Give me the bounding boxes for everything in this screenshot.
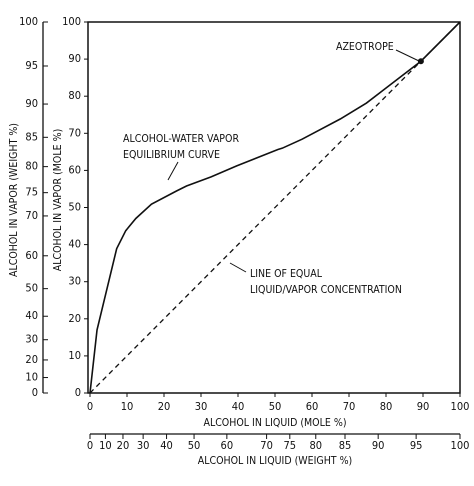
y2-tick-label: 75 (25, 186, 38, 199)
x-tick-label: 80 (380, 400, 393, 413)
y2-tick-label: 30 (25, 333, 38, 346)
y-tick-label: 100 (62, 15, 81, 28)
annotation: AZEOTROPE (336, 41, 394, 53)
x-tick-label: 90 (417, 400, 430, 413)
x-tick-label: 0 (87, 400, 93, 413)
x-tick-label: 100 (451, 400, 470, 413)
x-tick-label: 10 (121, 400, 134, 413)
y2-tick-label: 60 (25, 249, 38, 262)
leader-line (167, 161, 179, 181)
x2-tick-label: 10 (99, 439, 112, 452)
leader-line (229, 262, 247, 273)
y-tick-label: 0 (75, 386, 81, 399)
x2-tick-label: 70 (260, 439, 273, 452)
x2-tick-label: 90 (372, 439, 385, 452)
y-axis-title: ALCOHOL IN VAPOR (MOLE %) (52, 129, 64, 272)
y2-tick-label: 85 (25, 130, 38, 143)
x2-tick-label: 0 (87, 439, 93, 452)
x2-axis-title: ALCOHOL IN LIQUID (WEIGHT %) (198, 455, 353, 467)
x2-tick-label: 100 (451, 439, 470, 452)
curve (89, 21, 461, 394)
y-tick-label: 60 (68, 163, 81, 176)
x2-tick-label: 60 (221, 439, 234, 452)
x2-tick-label: 80 (309, 439, 322, 452)
y2-tick-label: 90 (25, 97, 38, 110)
y2-tick-label: 80 (25, 160, 38, 173)
x2-tick-label: 20 (117, 439, 130, 452)
x-tick-label: 40 (232, 400, 245, 413)
x-tick-label: 30 (195, 400, 208, 413)
x-tick-label: 50 (269, 400, 282, 413)
leader-line (395, 49, 420, 62)
annotation: LINE OF EQUAL (250, 268, 323, 280)
x2-tick-label: 50 (188, 439, 201, 452)
y2-tick-label: 10 (25, 371, 38, 384)
y2-tick-label: 20 (25, 353, 38, 366)
annotation: ALCOHOL-WATER VAPOR (123, 133, 239, 145)
y-tick-label: 80 (68, 89, 81, 102)
y2-tick-label: 40 (25, 309, 38, 322)
x2-tick-label: 40 (160, 439, 173, 452)
x2-tick-label: 30 (137, 439, 150, 452)
annotation: LIQUID/VAPOR CONCENTRATION (250, 284, 402, 296)
x-tick-label: 20 (158, 400, 171, 413)
dashed-line (89, 21, 461, 394)
y2-tick-label: 95 (25, 59, 38, 72)
y2-tick-label: 70 (25, 209, 38, 222)
annotation: EQUILIBRIUM CURVE (123, 149, 220, 161)
y-tick-label: 50 (68, 201, 81, 214)
x2-tick-label: 95 (410, 439, 423, 452)
x2-tick-label: 75 (284, 439, 297, 452)
y-tick-label: 70 (68, 126, 81, 139)
y2-tick-label: 0 (32, 386, 38, 399)
x-tick-label: 60 (306, 400, 319, 413)
y2-tick-label: 100 (19, 15, 38, 28)
y2-tick-label: 50 (25, 282, 38, 295)
x2-tick-label: 85 (339, 439, 352, 452)
x-tick-label: 70 (343, 400, 356, 413)
y-tick-label: 30 (68, 275, 81, 288)
y-tick-label: 10 (68, 349, 81, 362)
y-tick-label: 90 (68, 52, 81, 65)
azeotrope-point (417, 58, 424, 65)
y2-axis-title: ALCOHOL IN VAPOR (WEIGHT %) (8, 123, 20, 277)
y-tick-label: 40 (68, 238, 81, 251)
y-tick-label: 20 (68, 312, 81, 325)
x-axis-title: ALCOHOL IN LIQUID (MOLE %) (203, 417, 346, 429)
